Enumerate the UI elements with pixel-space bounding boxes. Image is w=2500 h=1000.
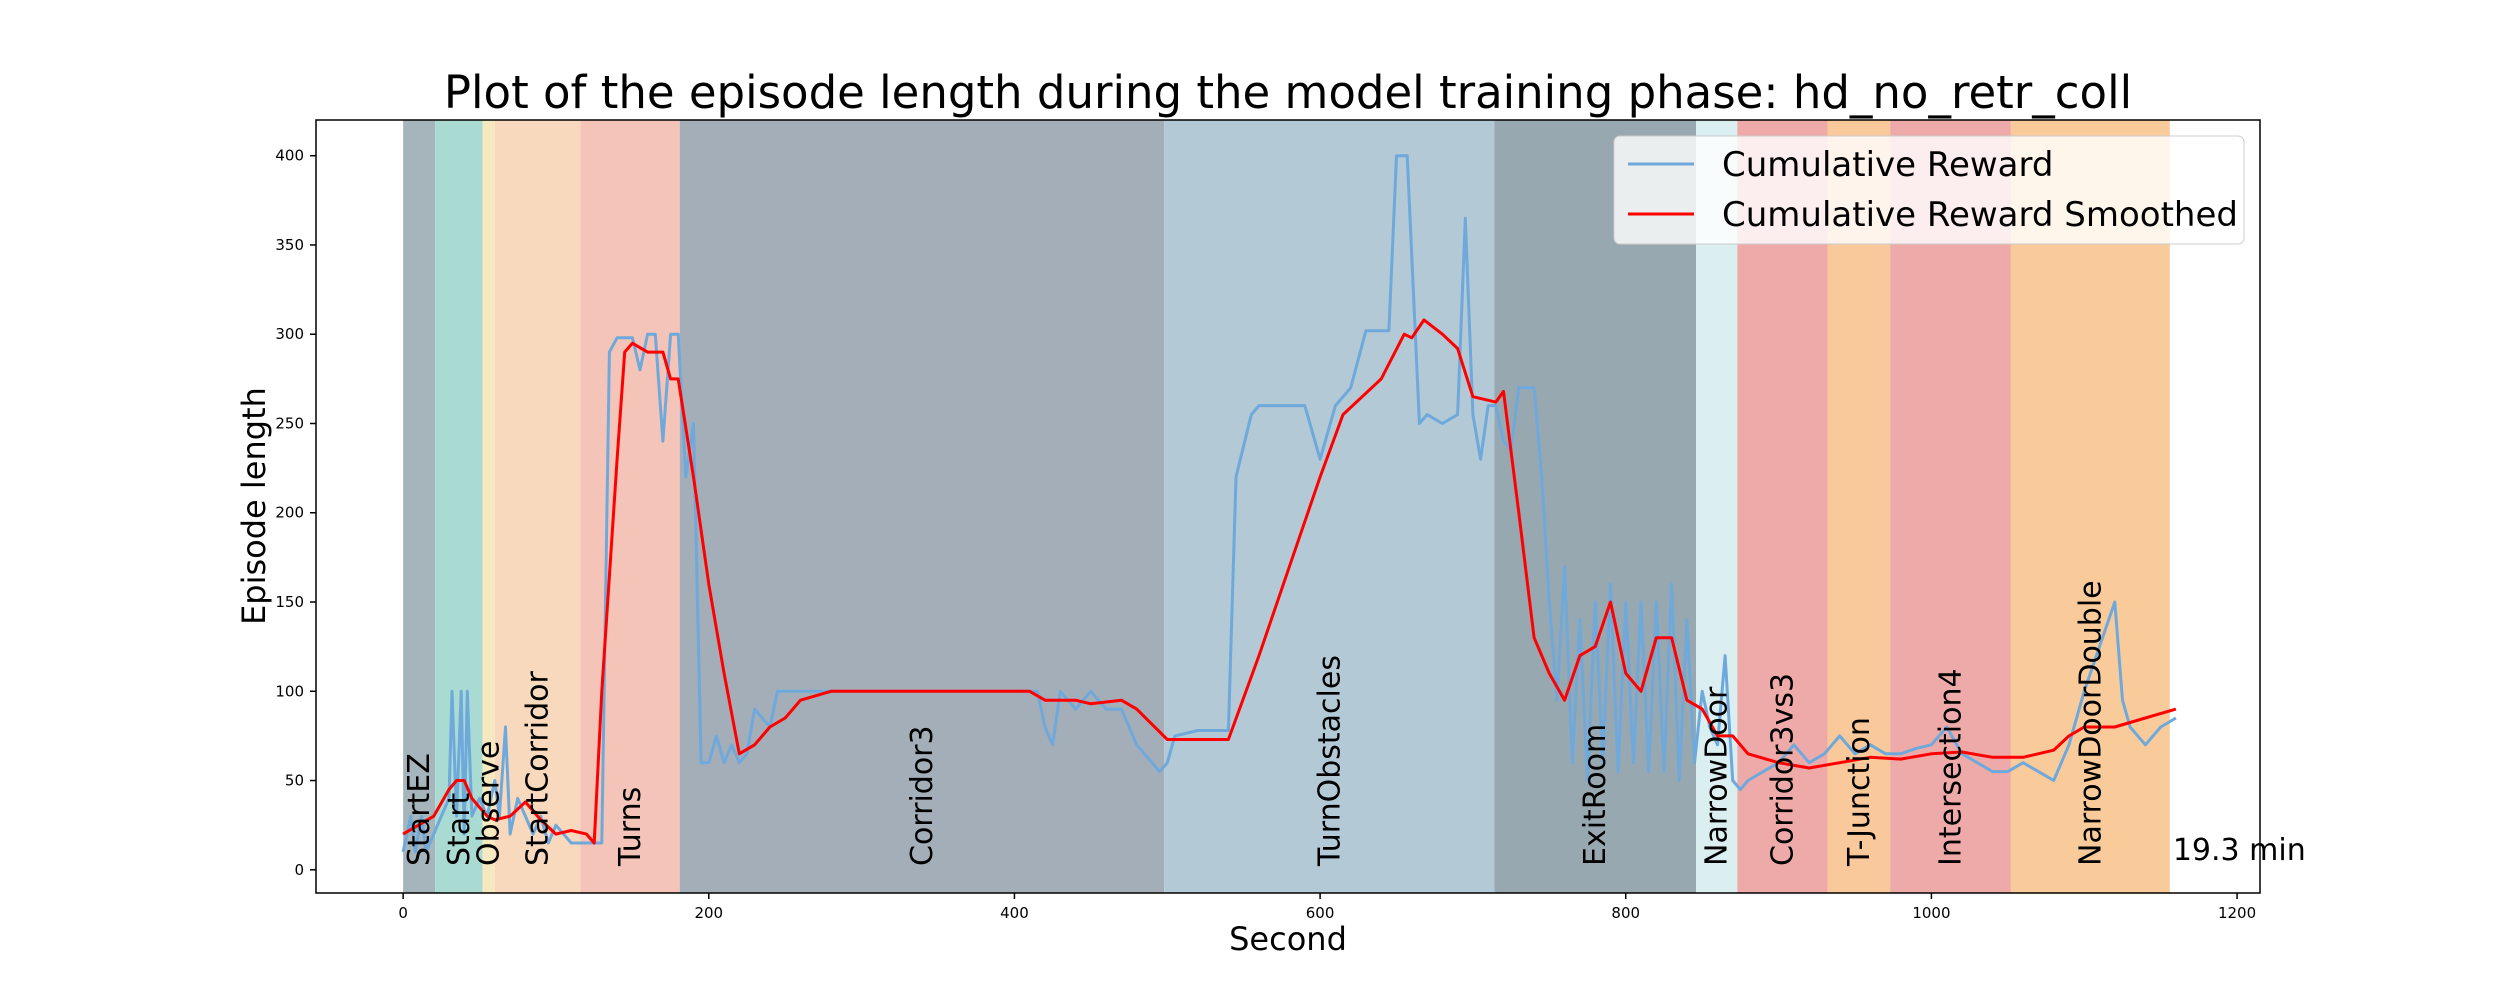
x-tick-label: 800 xyxy=(1611,904,1640,922)
phase-region xyxy=(1164,120,1495,893)
y-axis-label: Episode length xyxy=(235,387,273,625)
phase-label: NarrowDoor xyxy=(1700,686,1735,866)
phase-label: NarrowDoorDouble xyxy=(2073,580,2108,866)
phase-region xyxy=(2010,120,2170,893)
phase-label: Start xyxy=(442,792,477,866)
phase-label: StartEZ xyxy=(402,753,437,866)
x-tick-label: 400 xyxy=(1000,904,1029,922)
y-tick-label: 300 xyxy=(275,325,304,343)
y-tick-label: 250 xyxy=(275,414,304,432)
phase-label: Intersection4 xyxy=(1934,668,1969,866)
legend-label: Cumulative Reward Smoothed xyxy=(1722,195,2238,235)
plot-frame xyxy=(315,119,2261,894)
y-tick-label: 0 xyxy=(294,861,304,879)
phase-label: T-Junction xyxy=(1842,717,1877,867)
phase-region xyxy=(580,120,680,893)
legend-label: Cumulative Reward xyxy=(1722,145,2053,185)
phase-label: Corridor3vs3 xyxy=(1765,673,1800,866)
y-tick-label: 200 xyxy=(275,504,304,522)
phase-region xyxy=(679,120,1165,893)
phase-label: Observe xyxy=(472,741,507,866)
phase-label: ExitRoom xyxy=(1578,724,1613,866)
phase-region xyxy=(494,120,581,893)
x-axis-label: Second xyxy=(1229,920,1347,958)
x-tick-label: 0 xyxy=(398,904,408,922)
phase-label: TurnObstacles xyxy=(1312,655,1347,867)
x-tick-label: 200 xyxy=(694,904,723,922)
series-line xyxy=(401,154,2177,854)
series-line xyxy=(402,318,2177,845)
phase-region xyxy=(482,120,495,893)
phase-label: StartCorridor xyxy=(521,671,556,866)
x-tick-label: 1000 xyxy=(1912,904,1950,922)
y-tick-label: 100 xyxy=(275,682,304,700)
time-annotation: 19.3 min xyxy=(2173,833,2306,868)
chart-title: Plot of the episode length during the mo… xyxy=(444,66,2132,119)
x-tick-label: 600 xyxy=(1306,904,1335,922)
phase-label: Turns xyxy=(613,787,648,867)
phase-region xyxy=(403,120,436,893)
x-tick-label: 1200 xyxy=(2218,904,2256,922)
y-tick-label: 400 xyxy=(275,147,304,165)
y-tick-label: 150 xyxy=(275,593,304,611)
phase-label: Corridor3 xyxy=(905,725,940,866)
phase-region xyxy=(1890,120,2011,893)
y-tick-label: 350 xyxy=(275,236,304,254)
legend-box xyxy=(1613,135,2245,245)
y-tick-label: 50 xyxy=(285,772,304,790)
